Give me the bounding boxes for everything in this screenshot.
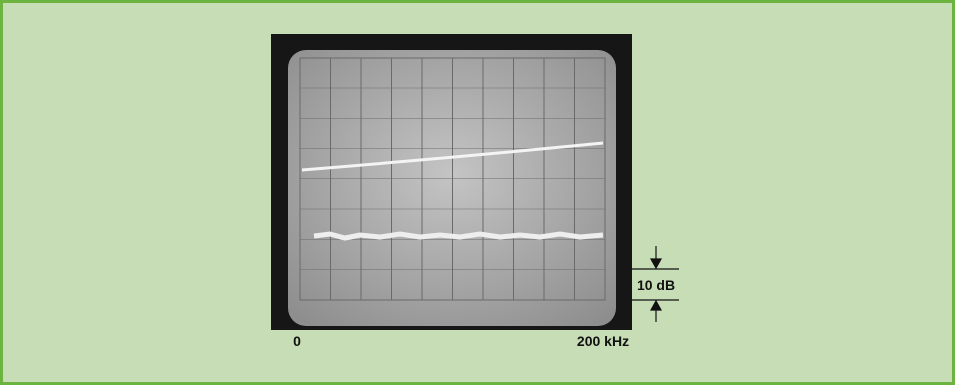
scale-label: 10 dB [637,277,675,293]
x-end-label: 200 kHz [577,333,629,349]
lower-trace [313,231,604,241]
x-start-label: 0 [293,333,301,349]
graticule [299,57,606,301]
upper-trace [301,141,604,172]
scale-bracket [632,246,679,322]
